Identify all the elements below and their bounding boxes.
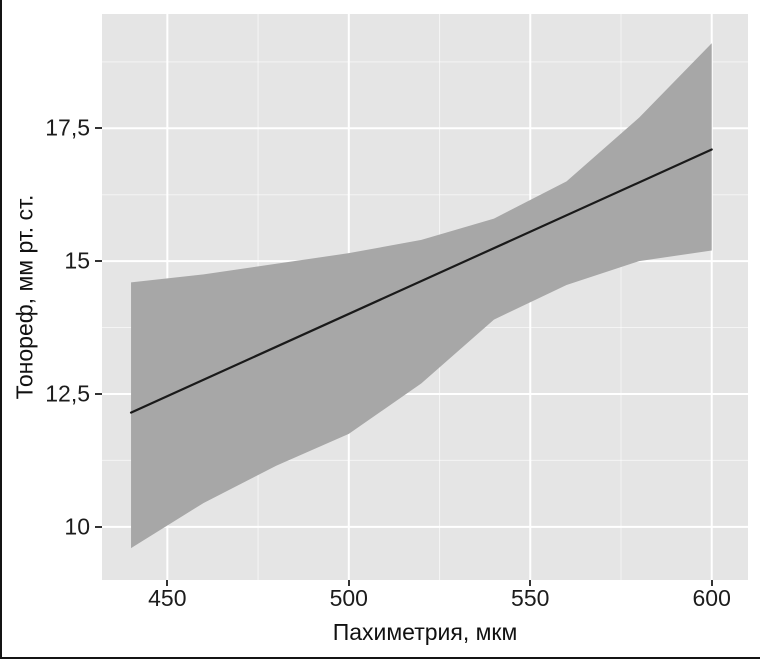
x-tick-label: 450 (148, 585, 187, 611)
x-tick-mark (710, 580, 713, 586)
y-tick-label: 10 (64, 513, 90, 540)
x-tick-label: 500 (329, 585, 368, 611)
x-tick-mark (347, 580, 350, 586)
confidence-band (131, 43, 712, 549)
y-tick-mark (95, 260, 102, 263)
plot-canvas (102, 14, 748, 580)
y-axis-title: Тонореф, мм рт. ст. (11, 194, 38, 400)
y-tick-mark (95, 127, 102, 130)
regression-line (129, 148, 713, 414)
x-axis-title: Пахиметрия, мкм (332, 619, 518, 645)
x-tick-mark (529, 580, 532, 586)
x-tick-label: 600 (692, 585, 731, 611)
plot-panel (102, 14, 748, 580)
y-tick-label: 12,5 (45, 380, 90, 407)
y-tick-mark (95, 392, 102, 395)
y-tick-mark (95, 525, 102, 528)
y-tick-label: 15 (64, 247, 90, 274)
x-tick-mark (166, 580, 169, 586)
x-tick-label: 550 (511, 585, 550, 611)
y-tick-label: 17,5 (45, 114, 90, 141)
